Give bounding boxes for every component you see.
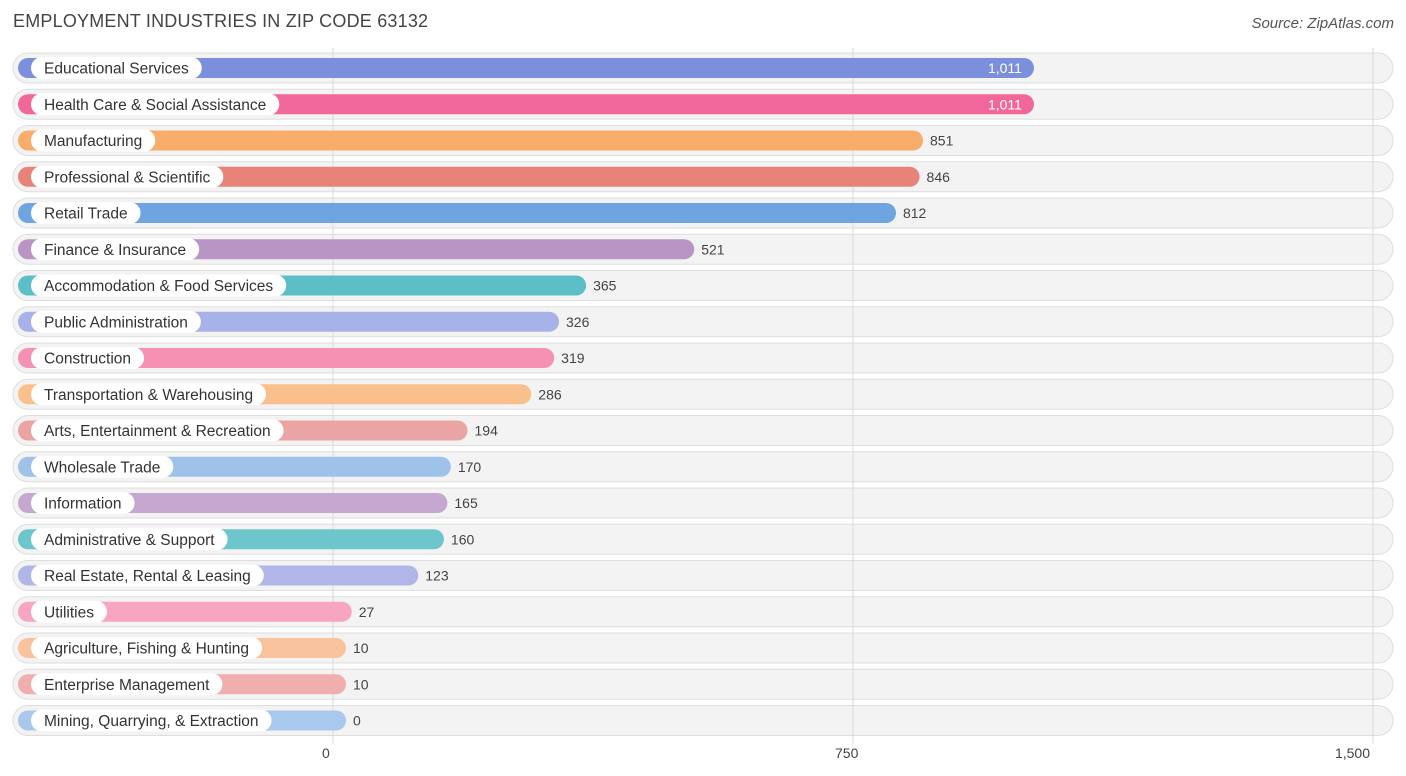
category-label-pill [31, 492, 135, 514]
category-label-pill [31, 564, 264, 587]
category-label: Manufacturing [44, 133, 142, 150]
category-label: Transportation & Warehousing [44, 387, 253, 404]
x-tick-label: 0 [322, 745, 330, 761]
value-label: 365 [593, 278, 617, 294]
category-label-pill [31, 455, 174, 478]
category-label: Public Administration [44, 314, 188, 331]
bar [18, 58, 1034, 78]
value-label: 10 [353, 640, 369, 656]
category-label-pill [31, 673, 223, 696]
value-label: 812 [903, 205, 927, 221]
category-label: Educational Services [44, 61, 189, 78]
category-label: Accommodation & Food Services [44, 278, 273, 295]
row-track [12, 596, 1394, 628]
category-label-pill [31, 238, 200, 261]
category-label-pill [31, 93, 280, 116]
row-track [12, 668, 1394, 700]
value-label: 1,011 [988, 60, 1022, 76]
bar [18, 348, 555, 368]
chart-title: EMPLOYMENT INDUSTRIES IN ZIP CODE 63132 [13, 11, 429, 31]
category-label-pill [31, 310, 201, 333]
category-label: Retail Trade [44, 206, 128, 223]
category-label: Wholesale Trade [44, 459, 160, 476]
value-label: 0 [353, 713, 361, 729]
category-label-pill [31, 57, 202, 79]
category-label-pill [31, 202, 141, 224]
category-label: Finance & Insurance [44, 242, 186, 259]
value-label: 1,011 [988, 96, 1022, 112]
value-label: 165 [454, 495, 478, 511]
value-label: 27 [359, 604, 375, 620]
bar [18, 166, 920, 187]
bar [18, 203, 896, 223]
value-label: 521 [701, 241, 725, 257]
category-label-pill [31, 165, 224, 188]
x-tick-label: 1,500 [1335, 745, 1370, 761]
bar [18, 130, 924, 151]
category-label: Health Care & Social Assistance [44, 97, 266, 114]
category-label: Administrative & Support [44, 532, 215, 549]
value-label: 846 [927, 169, 951, 185]
category-label-pill [31, 600, 107, 623]
category-label: Arts, Entertainment & Recreation [44, 423, 271, 440]
value-label: 160 [451, 531, 475, 547]
row-track [12, 705, 1394, 736]
category-label-pill [31, 347, 145, 369]
value-label: 851 [930, 133, 954, 149]
value-label: 10 [353, 676, 369, 692]
category-label: Professional & Scientific [44, 169, 211, 186]
category-label-pill [31, 274, 287, 297]
category-label: Information [44, 496, 122, 513]
category-label-pill [31, 709, 272, 732]
value-label: 319 [561, 350, 585, 366]
chart-source: Source: ZipAtlas.com [1251, 15, 1394, 32]
category-label: Enterprise Management [44, 677, 210, 694]
category-label: Real Estate, Rental & Leasing [44, 568, 251, 585]
category-label-pill [31, 419, 284, 442]
category-label-pill [31, 637, 263, 659]
category-label: Utilities [44, 604, 94, 621]
category-label-pill [31, 129, 156, 152]
x-tick-label: 750 [835, 745, 859, 761]
row-track [12, 632, 1394, 664]
category-label: Agriculture, Fishing & Hunting [44, 641, 249, 658]
category-label: Mining, Quarrying, & Extraction [44, 713, 259, 730]
value-label: 194 [475, 423, 499, 439]
value-label: 326 [566, 314, 590, 330]
category-label-pill [31, 383, 267, 406]
value-label: 123 [425, 568, 449, 584]
value-label: 170 [458, 459, 482, 475]
category-label-pill [31, 528, 228, 551]
category-label: Construction [44, 351, 131, 368]
value-label: 286 [538, 386, 562, 402]
